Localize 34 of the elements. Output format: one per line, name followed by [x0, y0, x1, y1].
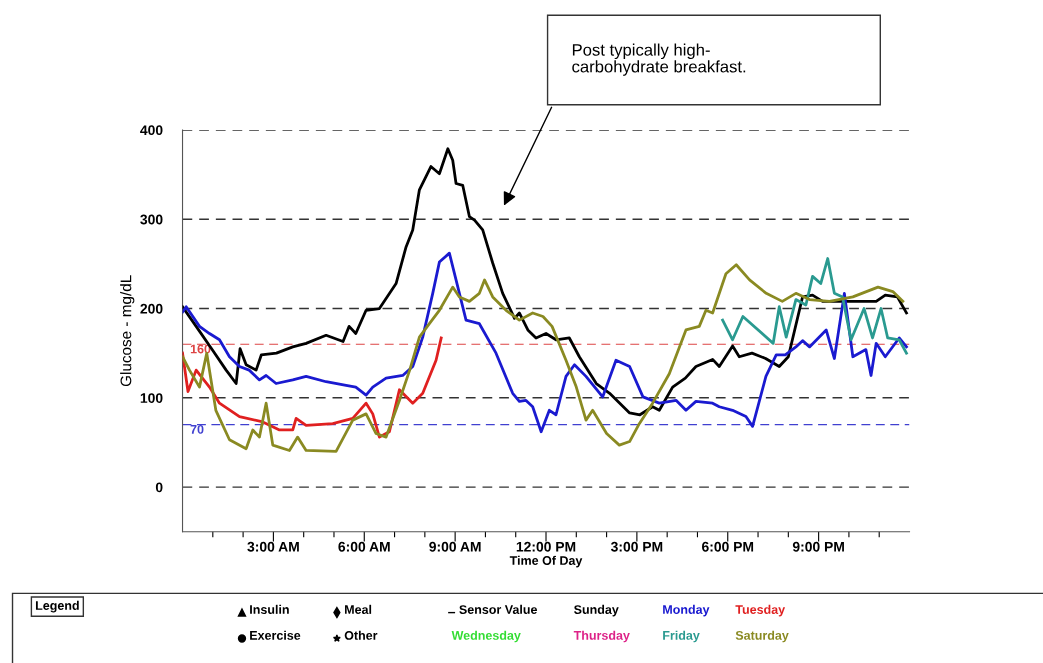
- line-series: [182, 147, 908, 417]
- text: Meal: [345, 604, 372, 614]
- text: Insulin: [250, 604, 289, 614]
- x-tick-label: 6:00 PM: [702, 541, 754, 552]
- text: Tuesday: [735, 604, 786, 617]
- text: Sunday: [574, 604, 619, 617]
- legend-label: Thursday: [573, 630, 630, 643]
- text: Saturday: [735, 630, 789, 643]
- x-tick-label: 6:00 AM: [338, 541, 390, 552]
- ref-line-label: 160: [190, 344, 211, 354]
- y-tick-label: 0: [155, 482, 163, 493]
- y-axis-title: Glucose - mg/dL: [120, 275, 135, 387]
- x-tick-label: 12:00 PM: [516, 541, 576, 552]
- line-series: [721, 257, 908, 355]
- text: Other: [344, 630, 378, 640]
- x-tick-label: 3:00 AM: [247, 541, 299, 552]
- ref-line-label: 70: [190, 424, 204, 434]
- x-tick-label: 9:00 AM: [429, 541, 481, 552]
- x-tick-label: 9:00 PM: [792, 541, 844, 552]
- line-series: [182, 263, 905, 453]
- y-tick-label: 400: [140, 125, 163, 136]
- y-tick-label: 100: [140, 393, 163, 403]
- text: Monday: [663, 604, 710, 617]
- text: Friday: [663, 630, 700, 643]
- line-series: [182, 251, 908, 434]
- text: Sensor Value: [459, 604, 538, 614]
- text: Post typically high-carbohydrate breakfast.: [572, 43, 746, 76]
- x-tick-label: 3:00 PM: [610, 541, 663, 552]
- y-tick-label: 200: [140, 303, 163, 314]
- x-axis-title: Time Of Day: [509, 555, 583, 568]
- y-tick-label: 300: [140, 214, 163, 225]
- legend-label: Wednesday: [451, 630, 521, 643]
- legend-title: Legend: [35, 600, 79, 613]
- text: Exercise: [250, 630, 301, 640]
